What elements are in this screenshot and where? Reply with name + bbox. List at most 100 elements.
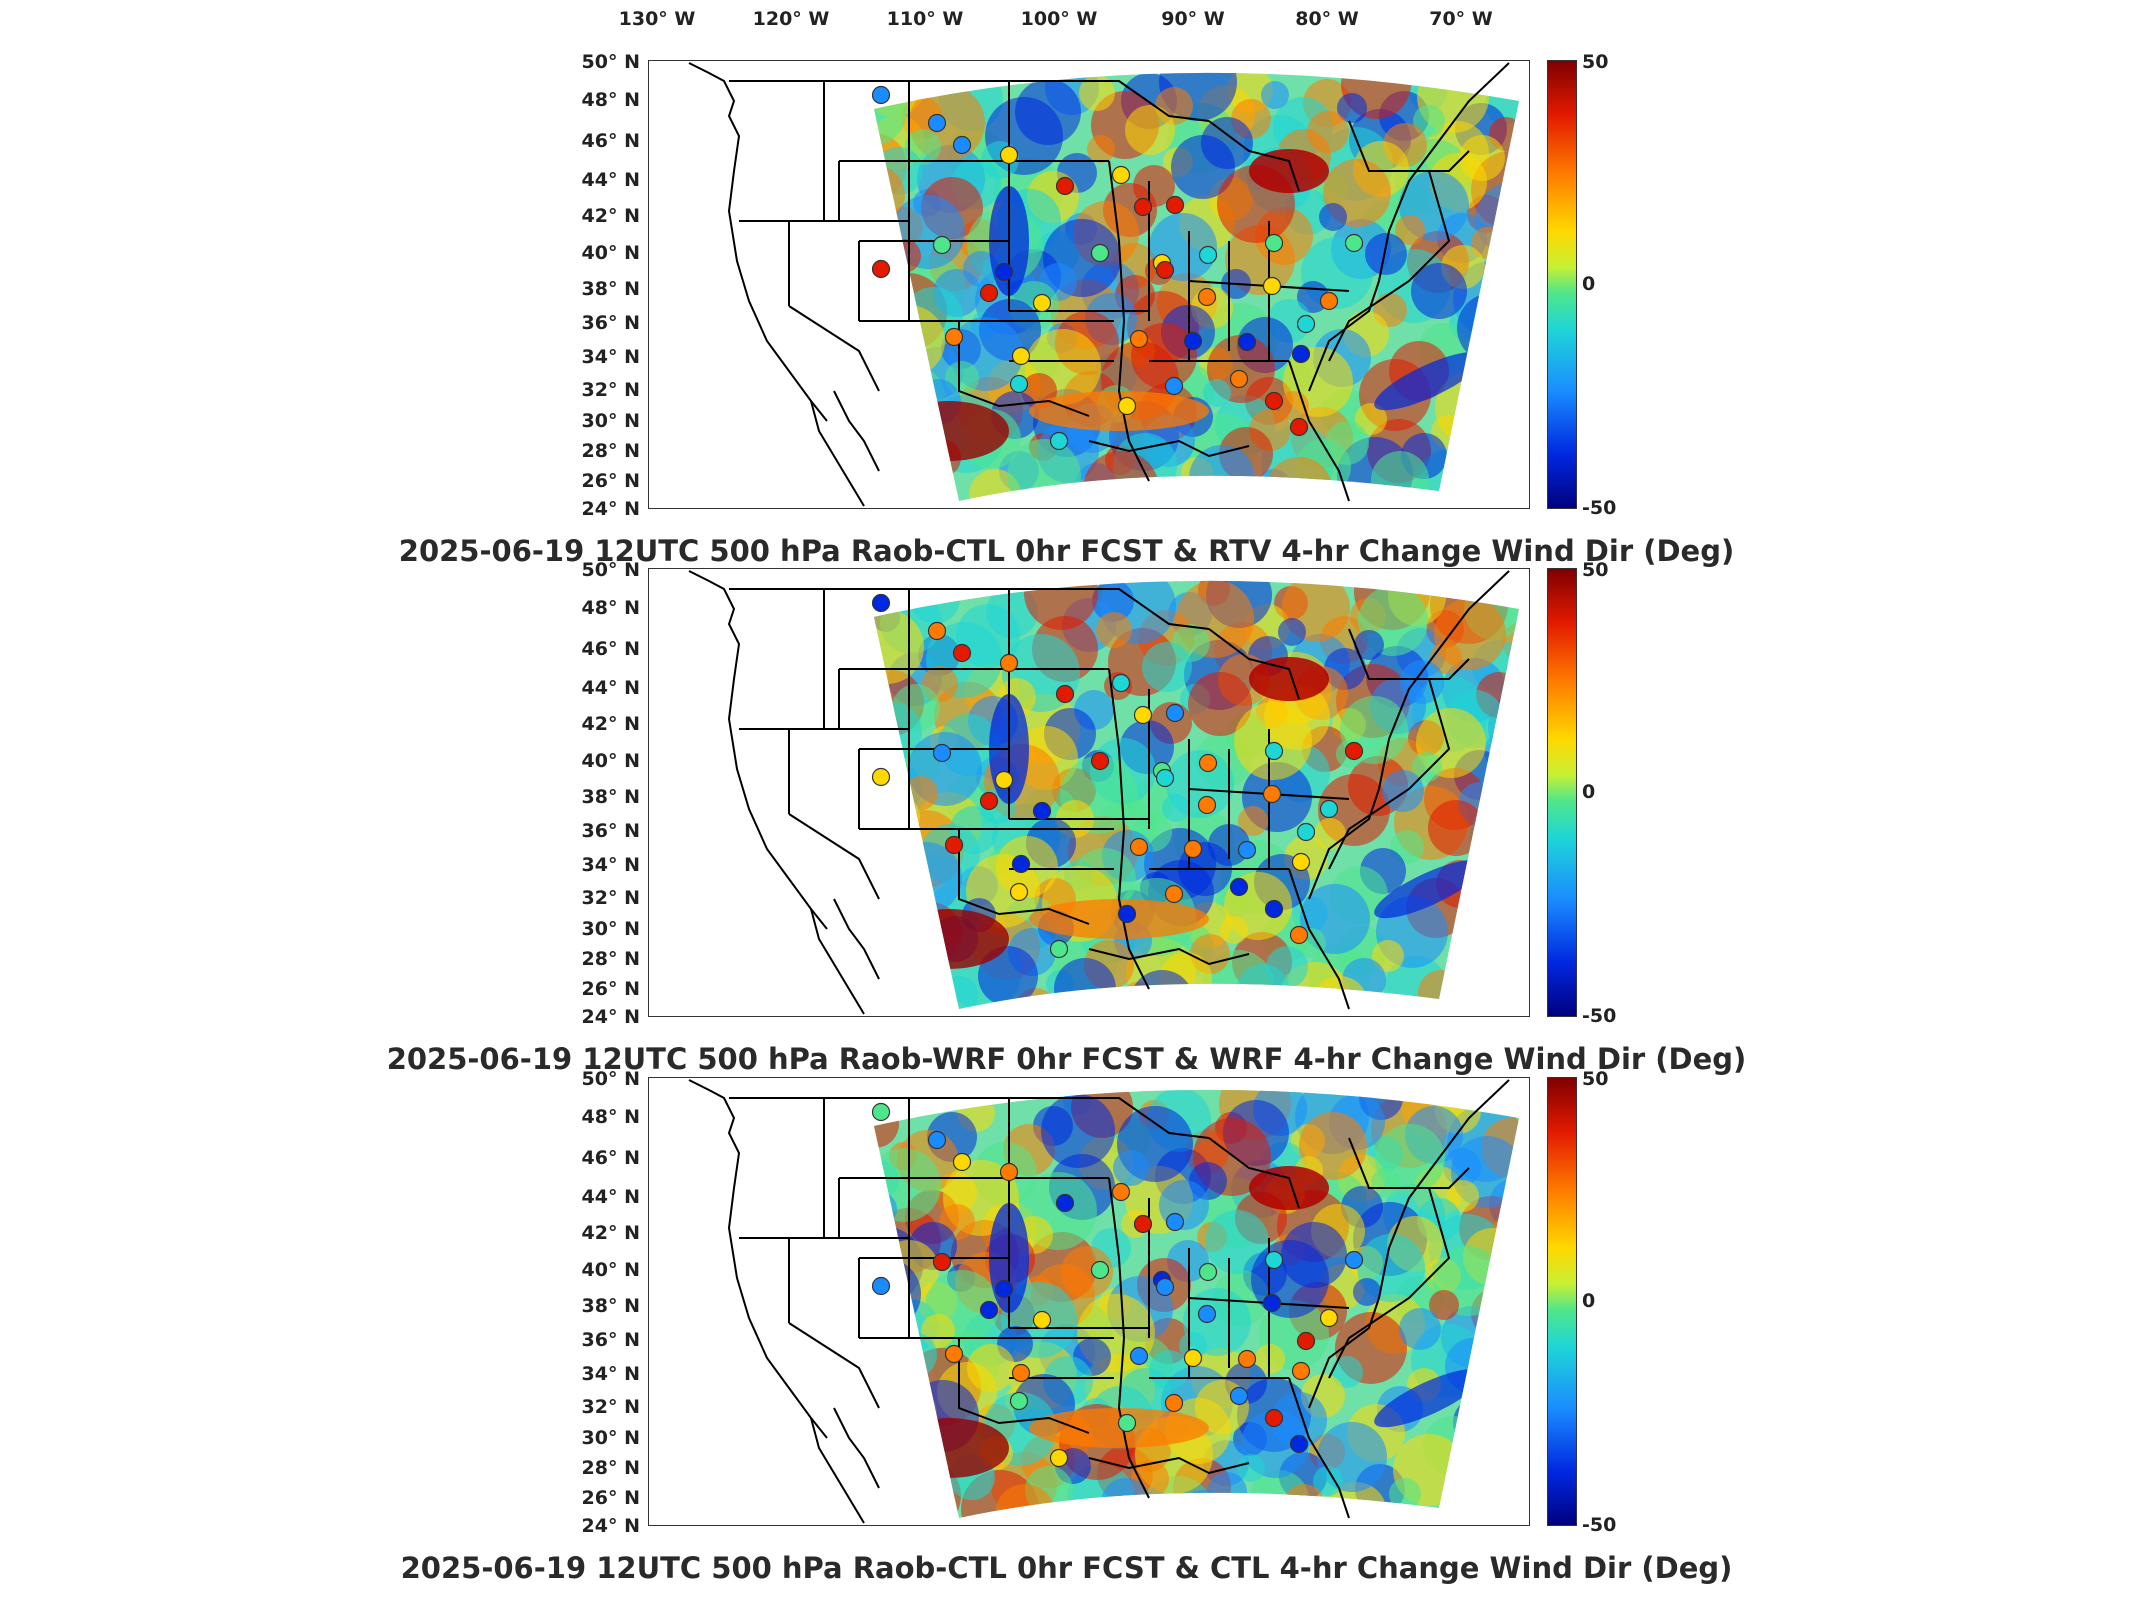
lat-label: 44° N	[581, 1186, 640, 1208]
raob-station-marker	[871, 1276, 891, 1296]
raob-station-marker	[871, 259, 891, 279]
raob-stations	[871, 593, 1364, 959]
raob-station-marker	[1197, 1304, 1217, 1324]
raob-station-marker	[1264, 1408, 1284, 1428]
map-svg	[688, 62, 1519, 507]
raob-station-marker	[927, 1130, 947, 1150]
lat-label: 42° N	[581, 1222, 640, 1244]
lat-label: 48° N	[581, 1106, 640, 1128]
lat-label: 32° N	[581, 379, 640, 401]
raob-station-marker	[1296, 822, 1316, 842]
colorbar	[1547, 568, 1577, 1017]
lat-label: 36° N	[581, 820, 640, 842]
raob-station-marker	[1237, 332, 1257, 352]
raob-station-marker	[1133, 705, 1153, 725]
longitude-axis: 130° W 120° W 110° W 100° W 90° W 80° W …	[0, 0, 2133, 40]
lat-label: 32° N	[581, 887, 640, 909]
raob-stations	[871, 85, 1364, 451]
raob-station-marker	[1289, 417, 1309, 437]
colorbar-min-label: -50	[1582, 1005, 1617, 1027]
raob-station-marker	[1229, 877, 1249, 897]
raob-station-marker	[1117, 396, 1137, 416]
colorbar-mid-label: 0	[1582, 781, 1596, 803]
raob-station-marker	[1183, 839, 1203, 859]
lat-label: 34° N	[581, 1363, 640, 1385]
map-svg	[688, 570, 1519, 1015]
raob-station-marker	[999, 653, 1019, 673]
lat-label: 44° N	[581, 677, 640, 699]
raob-station-marker	[1032, 1310, 1052, 1330]
raob-station-marker	[1289, 1434, 1309, 1454]
map-panel-2: 50° N 48° N 46° N 44° N 42° N 40° N 38° N 36° N…	[0, 559, 2133, 1078]
lat-label: 46° N	[581, 130, 640, 152]
raob-station-marker	[952, 135, 972, 155]
colorbar-max-label: 50	[1582, 1068, 1609, 1090]
raob-station-marker	[1264, 1250, 1284, 1270]
lat-label: 36° N	[581, 312, 640, 334]
raob-station-marker	[1229, 1386, 1249, 1406]
raob-station-marker	[1164, 884, 1184, 904]
state-borders	[688, 1079, 1510, 1524]
raob-station-marker	[979, 283, 999, 303]
raob-station-marker	[1129, 1346, 1149, 1366]
raob-station-marker	[944, 835, 964, 855]
raob-station-marker	[1111, 165, 1131, 185]
panel-title: 2025-06-19 12UTC 500 hPa Raob-CTL 0hr FC…	[400, 1551, 1733, 1585]
raob-station-marker	[952, 643, 972, 663]
raob-station-marker	[1198, 245, 1218, 265]
raob-stations	[871, 1102, 1364, 1468]
raob-station-marker	[1164, 376, 1184, 396]
raob-station-marker	[1296, 1331, 1316, 1351]
raob-station-marker	[1197, 287, 1217, 307]
raob-station-marker	[994, 262, 1014, 282]
raob-station-marker	[1055, 176, 1075, 196]
raob-station-marker	[1165, 1212, 1185, 1232]
lat-label: 26° N	[581, 470, 640, 492]
map-plot	[648, 1077, 1530, 1526]
raob-station-marker	[1155, 1277, 1175, 1297]
colorbar	[1547, 60, 1577, 509]
raob-station-marker	[1291, 852, 1311, 872]
raob-station-marker	[1262, 276, 1282, 296]
colorbar-mid-label: 0	[1582, 1290, 1596, 1312]
raob-station-marker	[1133, 1214, 1153, 1234]
data-field	[874, 580, 1519, 1009]
colorbar-min-label: -50	[1582, 497, 1617, 519]
lat-label: 28° N	[581, 440, 640, 462]
state-borders	[688, 570, 1510, 1015]
raob-station-marker	[994, 770, 1014, 790]
lat-label: 40° N	[581, 242, 640, 264]
raob-station-marker	[1055, 684, 1075, 704]
lon-label: 80° W	[1295, 8, 1359, 30]
lat-label: 28° N	[581, 1457, 640, 1479]
raob-station-marker	[1009, 1391, 1029, 1411]
map-plot	[648, 568, 1530, 1017]
lat-label: 42° N	[581, 205, 640, 227]
raob-station-marker	[927, 621, 947, 641]
map-svg	[688, 1079, 1519, 1524]
raob-station-marker	[871, 1102, 891, 1122]
raob-station-marker	[979, 1300, 999, 1320]
raob-station-marker	[1262, 1293, 1282, 1313]
raob-station-marker	[932, 743, 952, 763]
raob-station-marker	[1032, 293, 1052, 313]
raob-station-marker	[1183, 1348, 1203, 1368]
raob-station-marker	[1319, 799, 1339, 819]
raob-station-marker	[1291, 1361, 1311, 1381]
raob-station-marker	[1262, 784, 1282, 804]
map-panel-1: 50° N 48° N 46° N 44° N 42° N 40° N 38° N 36° N…	[0, 51, 2133, 570]
raob-station-marker	[1055, 1193, 1075, 1213]
lat-label: 42° N	[581, 713, 640, 735]
lat-label: 28° N	[581, 948, 640, 970]
lat-label: 34° N	[581, 854, 640, 876]
lat-label: 24° N	[581, 1515, 640, 1537]
raob-station-marker	[1011, 346, 1031, 366]
raob-station-marker	[1032, 801, 1052, 821]
lat-label: 40° N	[581, 1259, 640, 1281]
raob-station-marker	[979, 791, 999, 811]
raob-station-marker	[871, 767, 891, 787]
lat-label: 50° N	[581, 51, 640, 73]
raob-station-marker	[1183, 331, 1203, 351]
raob-station-marker	[1264, 233, 1284, 253]
raob-station-marker	[1129, 329, 1149, 349]
